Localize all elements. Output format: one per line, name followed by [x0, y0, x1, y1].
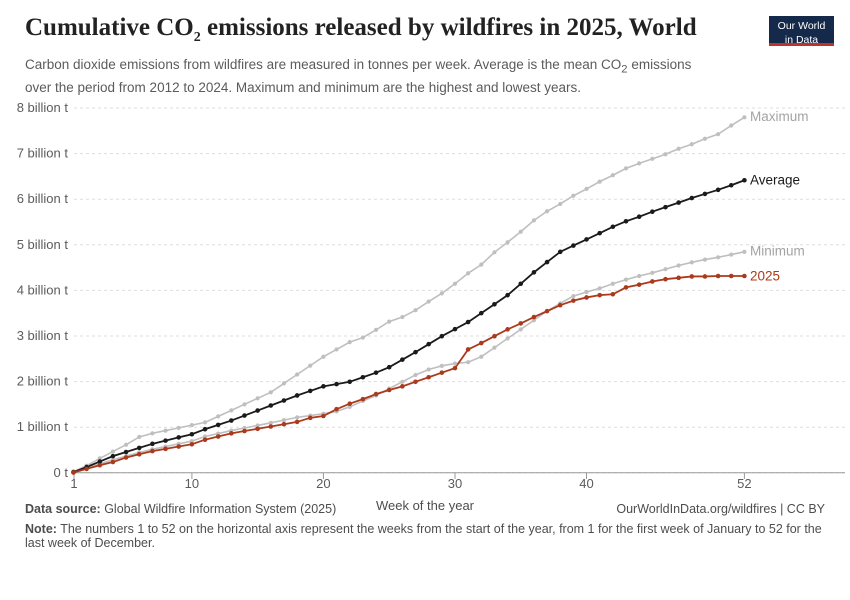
svg-text:1 billion t: 1 billion t [17, 419, 69, 434]
svg-text:5 billion t: 5 billion t [17, 237, 69, 252]
svg-text:30: 30 [448, 476, 462, 491]
svg-text:10: 10 [185, 476, 199, 491]
svg-text:3 billion t: 3 billion t [17, 328, 69, 343]
svg-text:Maximum: Maximum [750, 109, 809, 124]
svg-text:52: 52 [737, 476, 751, 491]
svg-text:2 billion t: 2 billion t [17, 374, 69, 389]
svg-text:20: 20 [316, 476, 330, 491]
svg-text:0 t: 0 t [54, 465, 69, 480]
svg-text:4 billion t: 4 billion t [17, 282, 69, 297]
svg-text:Minimum: Minimum [750, 244, 805, 259]
svg-text:6 billion t: 6 billion t [17, 191, 69, 206]
svg-text:Average: Average [750, 173, 800, 188]
svg-text:8 billion t: 8 billion t [17, 100, 69, 115]
svg-text:1: 1 [70, 476, 77, 491]
svg-text:40: 40 [579, 476, 593, 491]
svg-text:7 billion t: 7 billion t [17, 146, 69, 161]
svg-text:2025: 2025 [750, 269, 780, 284]
